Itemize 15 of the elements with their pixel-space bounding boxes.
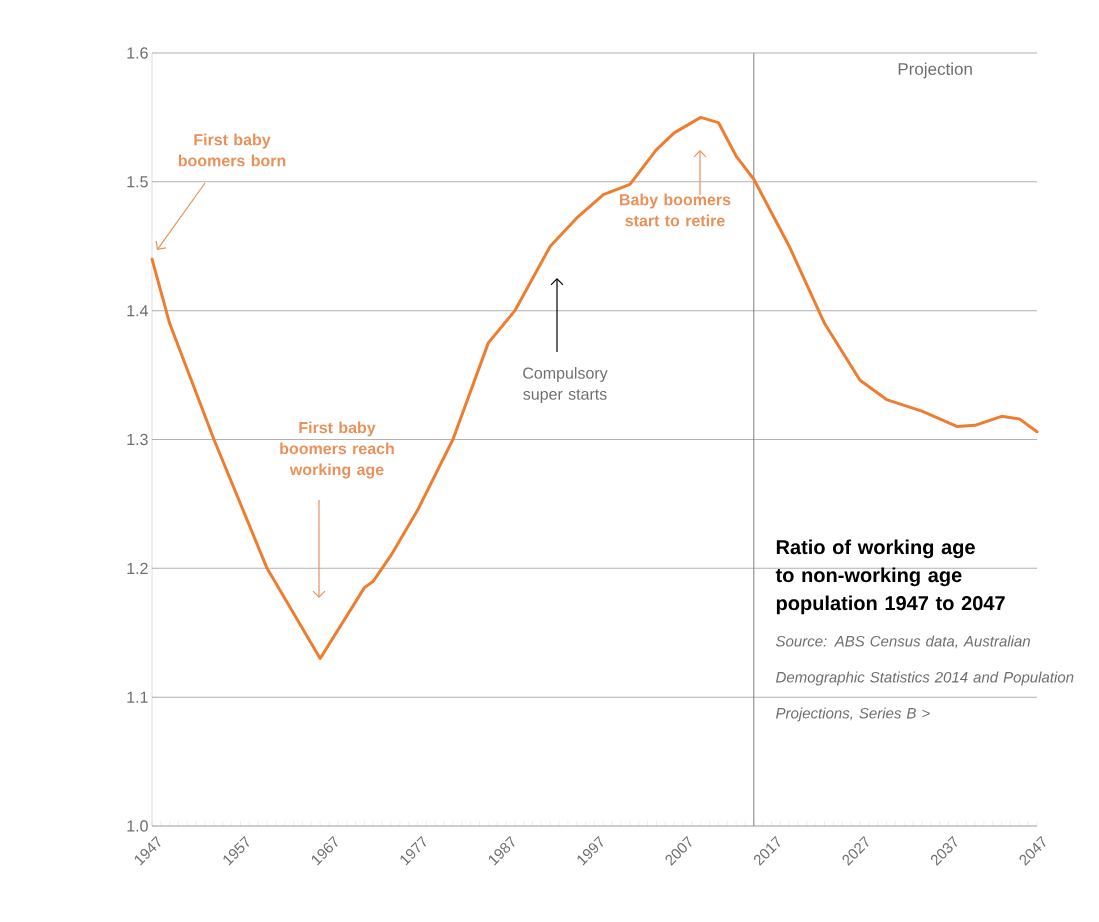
y-tick-label: 1.5 [127, 176, 148, 188]
y-tick-label: 1.6 [127, 47, 148, 59]
text: Ratio of working age to non-working age population 1947 to 2047 [775, 539, 1005, 615]
text: Source: ABS Census data, Australian Demographic Statistics 2014 and Population Projections, Series B > [775, 635, 1074, 722]
y-tick-label: 1.4 [127, 305, 148, 317]
annotation: First baby boomers reach working age [280, 421, 394, 479]
y-tick-label: 1.3 [127, 433, 148, 446]
y-tick-label: 1.1 [127, 691, 148, 703]
ref-line-label: Projection [898, 62, 972, 79]
line-series [150, 115, 1039, 661]
y-tick-label: 1.2 [127, 562, 148, 574]
annotation: Compulsory super starts [523, 367, 608, 403]
annotation: First baby boomers born [178, 133, 286, 167]
y-tick-label: 1.0 [127, 820, 148, 832]
annotation: Baby boomers start to retire [620, 193, 731, 227]
